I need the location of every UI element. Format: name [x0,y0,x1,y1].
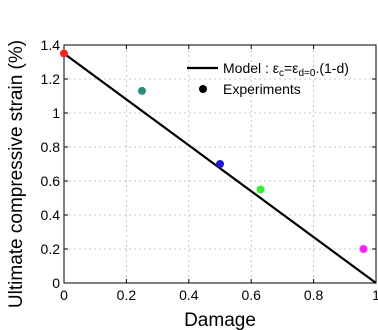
x-tick-label: 0.8 [304,287,324,303]
x-tick-label: 0.2 [117,287,137,303]
experiment-point [138,86,146,95]
legend-model-sub1: c [279,68,284,79]
x-tick-label: 0.6 [241,287,261,303]
legend-model-mid: =ε [284,60,298,76]
model-line-layer [63,52,377,284]
experiment-points-layer [60,49,368,253]
legend: Model : εc=εd=0.(1-d) Experiments [187,60,349,97]
experiment-point [216,160,224,168]
y-tick-label: 0.8 [41,139,61,155]
experiment-point [359,245,368,253]
legend-model-suffix: .(1-d) [315,60,348,76]
legend-experiments-label: Experiments [223,81,301,97]
legend-model-prefix: Model : ε [223,60,279,76]
y-tick-label: 0.2 [41,241,61,257]
experiment-point [256,185,265,194]
x-tick-label: 0.4 [179,287,199,303]
x-tick-label: 1 [372,287,378,303]
axis-ticks: 0 0.2 0.4 0.6 0.8 1 0 0.2 0.4 0.6 0.8 1 1.2 1.4 [41,37,378,303]
grid-lines [64,45,376,283]
y-tick-label: 0 [52,275,60,291]
y-tick-label: 1.2 [41,71,61,87]
legend-model-sub2: d=0 [298,68,315,79]
x-axis-label: Damage [184,310,256,330]
y-tick-label: 0.4 [41,207,61,223]
y-tick-label: 1 [52,105,60,121]
y-axis-label: Ultimate compressive strain (%) [6,40,27,308]
x-tick-label: 0 [60,287,68,303]
model-line [63,52,377,284]
plot-area-frame [63,44,377,284]
legend-model-label: Model : εc=εd=0.(1-d) [223,60,349,79]
y-tick-label: 1.4 [41,37,61,53]
experiment-point [60,49,68,58]
legend-experiments-marker [199,85,207,93]
y-tick-label: 0.6 [41,173,61,189]
